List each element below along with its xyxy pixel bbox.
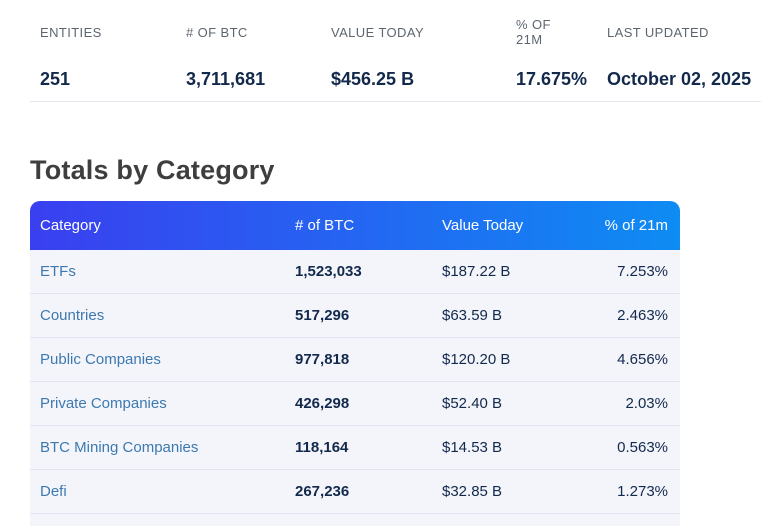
- table-row: Private Companies 426,298 $52.40 B 2.03%: [30, 382, 680, 426]
- category-link-etfs[interactable]: ETFs: [40, 263, 76, 280]
- table-row: Countries 517,296 $63.59 B 2.463%: [30, 294, 680, 338]
- category-link-defi[interactable]: Defi: [40, 483, 67, 500]
- btc-count-cell: 118,164: [295, 439, 349, 456]
- category-link-private-companies[interactable]: Private Companies: [40, 395, 167, 412]
- btc-count-cell: 267,236: [295, 483, 350, 500]
- stat-entities: ENTITIES 251: [30, 12, 176, 90]
- stat-btc-count-label: # OF BTC: [186, 24, 248, 40]
- stat-pct-21m-value: 17.675%: [516, 69, 588, 89]
- stat-btc-count: # OF BTC 3,711,681: [176, 12, 321, 90]
- pct-21m-cell: 2.03%: [625, 395, 668, 412]
- pct-21m-cell: 7.253%: [617, 263, 668, 280]
- btc-count-cell: 977,818: [295, 351, 350, 368]
- page-title: Totals by Category: [30, 155, 275, 185]
- value-today-cell: $32.85 B: [442, 483, 503, 500]
- btc-count-cell: 517,296: [295, 307, 350, 324]
- stat-value-today: VALUE TODAY $456.25 B: [321, 12, 506, 90]
- category-link-btc-mining-companies[interactable]: BTC Mining Companies: [40, 439, 199, 456]
- stat-pct-21m-label: % OF 21M: [516, 17, 551, 47]
- pct-21m-cell: 1.273%: [617, 483, 668, 500]
- column-header-pct-21m: % of 21m: [604, 217, 668, 234]
- stat-btc-count-value: 3,711,681: [186, 69, 266, 89]
- stat-last-updated: LAST UPDATED October 02, 2025: [597, 12, 761, 90]
- column-header-value-today: Value Today: [442, 217, 524, 234]
- summary-stats: ENTITIES 251 # OF BTC 3,711,681 VALUE TO…: [30, 0, 761, 102]
- pct-21m-cell: 4.656%: [617, 351, 668, 368]
- value-today-cell: $52.40 B: [442, 395, 503, 412]
- pct-21m-cell: 2.463%: [617, 307, 668, 324]
- stat-entities-label: ENTITIES: [40, 24, 102, 40]
- stat-value-today-value: $456.25 B: [331, 69, 415, 89]
- stat-value-today-label: VALUE TODAY: [331, 24, 425, 40]
- btc-count-cell: 1,523,033: [295, 263, 362, 280]
- table-header-row: Category # of BTC Value Today % of 21m: [30, 201, 680, 250]
- stat-entities-value: 251: [40, 69, 71, 89]
- value-today-cell: $14.53 B: [442, 439, 503, 456]
- stat-last-updated-value: October 02, 2025: [607, 69, 752, 89]
- table-row-partial: [30, 514, 680, 526]
- table-row: ETFs 1,523,033 $187.22 B 7.253%: [30, 250, 680, 294]
- category-link-public-companies[interactable]: Public Companies: [40, 351, 161, 368]
- value-today-cell: $187.22 B: [442, 263, 511, 280]
- column-header-btc: # of BTC: [295, 217, 355, 234]
- totals-by-category-table: Category # of BTC Value Today % of 21m E…: [30, 201, 680, 526]
- stat-last-updated-label: LAST UPDATED: [607, 24, 709, 40]
- table-row: Defi 267,236 $32.85 B 1.273%: [30, 470, 680, 514]
- category-link-countries[interactable]: Countries: [40, 307, 105, 324]
- pct-21m-cell: 0.563%: [617, 439, 668, 456]
- value-today-cell: $63.59 B: [442, 307, 503, 324]
- table-row: Public Companies 977,818 $120.20 B 4.656…: [30, 338, 680, 382]
- value-today-cell: $120.20 B: [442, 351, 511, 368]
- btc-count-cell: 426,298: [295, 395, 350, 412]
- stat-pct-21m: % OF 21M 17.675%: [506, 12, 597, 90]
- column-header-category: Category: [40, 217, 101, 234]
- table-row: BTC Mining Companies 118,164 $14.53 B 0.…: [30, 426, 680, 470]
